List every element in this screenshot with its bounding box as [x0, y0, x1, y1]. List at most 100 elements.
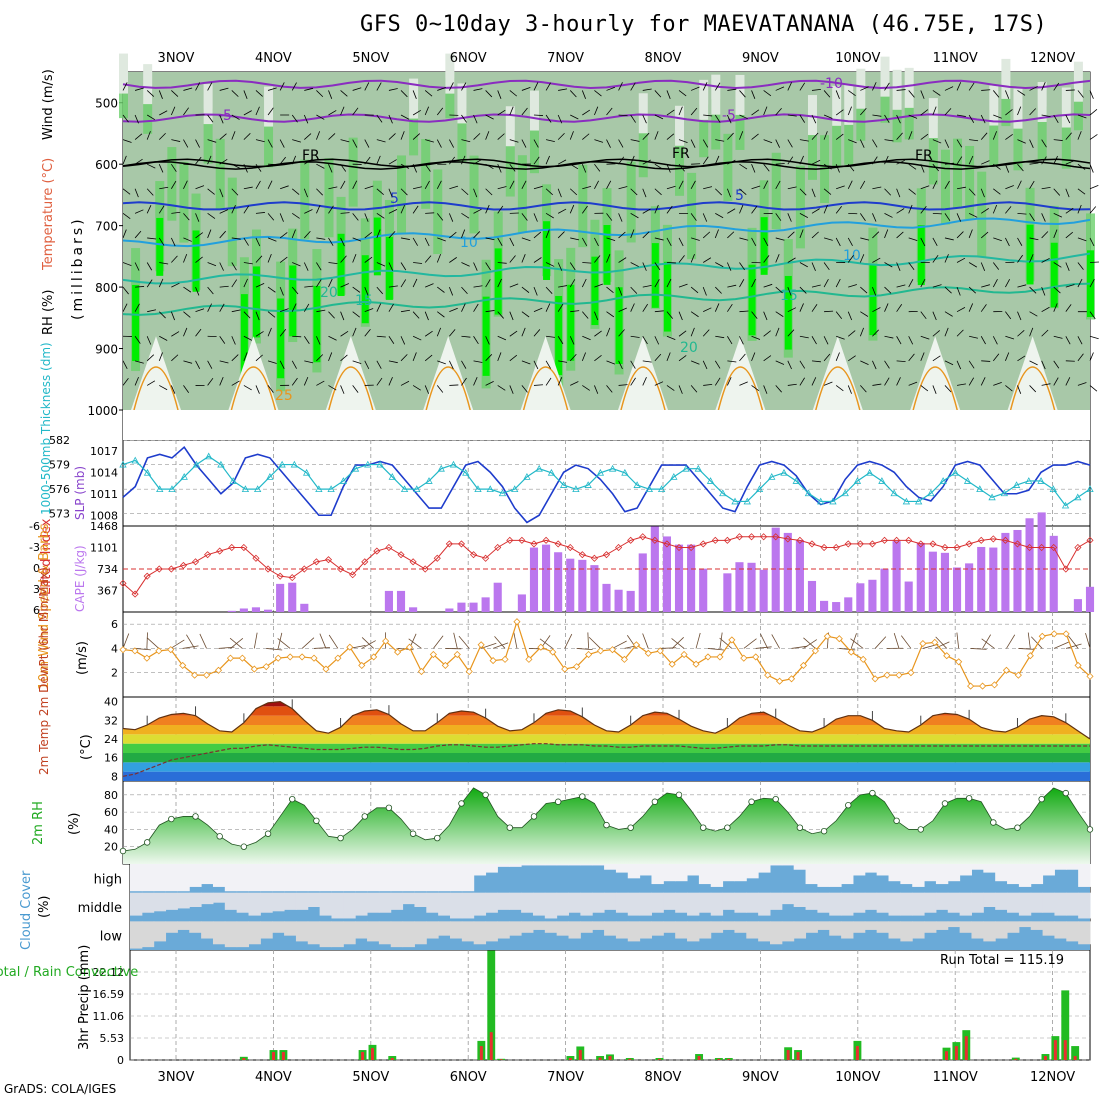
wind-barb [159, 262, 169, 265]
wind-barb [727, 262, 732, 271]
day-label-top: 5NOV [352, 51, 389, 66]
lifted-index-marker [337, 565, 345, 573]
wind-barb [485, 131, 490, 140]
wind-barb [714, 303, 720, 312]
middle-cloud-cell [438, 892, 451, 916]
temp-tick-label: 24 [104, 733, 118, 746]
lifted-index-marker [723, 536, 731, 544]
thickness-marker [682, 464, 690, 472]
wind-barb [569, 353, 577, 362]
rh2m-marker [651, 798, 659, 805]
slp-line [122, 445, 1091, 524]
wind-barb [1077, 353, 1084, 362]
middle-cloud-cell [568, 892, 581, 913]
wind-barb [207, 360, 213, 369]
thickness-marker [217, 460, 225, 468]
wind-barb-10m [1006, 634, 1016, 649]
wind-barb-10m [934, 641, 950, 649]
middle-cloud-cell [284, 892, 297, 910]
wind-barb [364, 286, 369, 296]
wind-barb [799, 212, 809, 218]
wind-barb [340, 354, 348, 362]
rh2m-marker [1038, 795, 1045, 803]
lifted-index-marker [639, 533, 647, 541]
wind-barb [763, 139, 773, 144]
wind-barb [557, 159, 567, 165]
wind-speed-marker [191, 671, 199, 679]
wind-barb [376, 360, 382, 369]
wind-barb [570, 381, 579, 386]
wind-barb [1089, 311, 1096, 320]
wind-barb [521, 360, 531, 365]
middle-cloud-cell [556, 892, 570, 916]
wind-barb [1065, 114, 1071, 124]
wind-barb [388, 377, 393, 386]
wind-barb [1041, 139, 1047, 148]
wind-barb [618, 257, 627, 263]
wind-barb [932, 180, 938, 189]
contour-label: 25 [275, 388, 293, 404]
wind-barb-10m [956, 632, 960, 649]
cape-bar [1037, 512, 1046, 612]
rh-cell [687, 172, 697, 260]
wind-barb [485, 279, 491, 288]
wind-barb [872, 114, 882, 117]
lifted-index-marker [349, 571, 357, 579]
wind-barb [425, 139, 434, 143]
wind-barb [775, 385, 782, 393]
temp-tick-label: 8 [111, 770, 118, 783]
high-cloud-cell [544, 864, 558, 866]
lifted-index-marker [385, 543, 393, 552]
wind-barb [557, 208, 567, 214]
wind-barb [606, 286, 614, 294]
rh-cell-bright [784, 275, 792, 350]
thickness-marker [559, 481, 568, 488]
lifted-index-marker [929, 540, 937, 548]
rh-cell-dry [928, 98, 938, 139]
li-tick-label: -3 [29, 541, 40, 554]
wind-barb [956, 286, 961, 296]
grads-credit: GrADS: COLA/IGES [4, 1082, 117, 1096]
thickness-marker [572, 485, 580, 493]
wind-barb [400, 262, 407, 271]
wind-barb [1089, 206, 1097, 214]
wind-barb [1005, 90, 1010, 99]
wind-barb [352, 107, 359, 116]
wind-barb [606, 86, 616, 91]
middle-cloud-cell [236, 892, 250, 913]
wind-barb [860, 162, 870, 165]
lifted-index-marker [167, 565, 175, 573]
rh-cell [421, 139, 431, 209]
wind-barb [340, 385, 345, 394]
wind-barb [751, 133, 759, 140]
wind-barb [461, 155, 466, 165]
wind-barb-10m [253, 632, 258, 649]
rh-cell [856, 93, 866, 141]
temperature-band [123, 715, 1090, 725]
lifted-index-marker [784, 535, 792, 543]
wind-barb [727, 284, 737, 288]
wind-barb [134, 376, 139, 386]
wind-barb [207, 262, 217, 267]
low-cloud-cell [805, 921, 818, 933]
thickness-marker [535, 464, 543, 472]
wind-barb [956, 156, 963, 165]
wind-barb [376, 286, 384, 295]
wind-barb [872, 186, 882, 190]
wind-barb [255, 255, 263, 263]
wind-barb [170, 311, 175, 321]
middle-cloud-cell [734, 892, 747, 913]
rh2m-marker [530, 813, 538, 820]
wind-barb [449, 307, 458, 313]
wind-barb [195, 156, 202, 165]
wind-barb [1017, 139, 1026, 144]
temp-dewpt-label: 2m Temp 2m DewPt (6hr Min/Max) [37, 567, 51, 775]
wind-barb [992, 131, 998, 140]
lifted-index-marker [965, 540, 973, 548]
slp-tick-label: 1008 [90, 509, 118, 522]
lifted-index-marker [421, 565, 429, 573]
wind-speed-marker [513, 618, 521, 626]
middle-cloud-cell [651, 892, 664, 913]
high-cloud-cell [141, 864, 155, 892]
wind-barb [642, 231, 650, 239]
